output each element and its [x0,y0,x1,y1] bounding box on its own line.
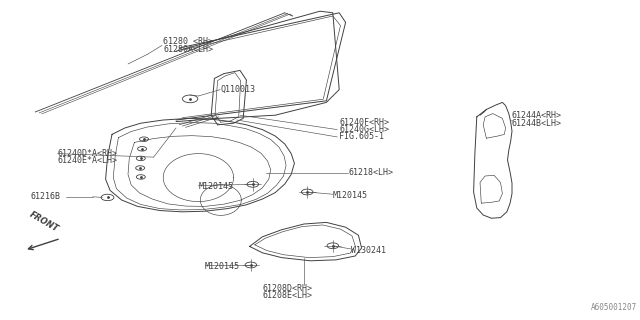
Text: 61280 <RH>: 61280 <RH> [163,37,213,46]
Text: 61244B<LH>: 61244B<LH> [512,119,562,128]
Text: M120145: M120145 [198,182,234,191]
Text: 61240G<LH>: 61240G<LH> [339,125,389,134]
Text: 61240E*A<LH>: 61240E*A<LH> [58,156,118,165]
Text: 61216B: 61216B [31,192,61,201]
Text: M120145: M120145 [333,191,368,200]
Text: A605001207: A605001207 [591,303,637,312]
Text: 61240D*A<RH>: 61240D*A<RH> [58,149,118,158]
Text: M120145: M120145 [205,262,240,271]
Text: 61244A<RH>: 61244A<RH> [512,111,562,120]
Text: 61218<LH>: 61218<LH> [349,168,394,177]
Text: Q110013: Q110013 [221,85,256,94]
Text: FIG.605-1: FIG.605-1 [339,132,384,141]
Text: 61280A<LH>: 61280A<LH> [163,45,213,54]
Text: 61208D<RH>: 61208D<RH> [262,284,312,293]
Text: 61240F<RH>: 61240F<RH> [339,118,389,127]
Text: FRONT: FRONT [28,210,60,234]
Text: W130241: W130241 [351,246,386,255]
Text: 61208E<LH>: 61208E<LH> [262,292,312,300]
